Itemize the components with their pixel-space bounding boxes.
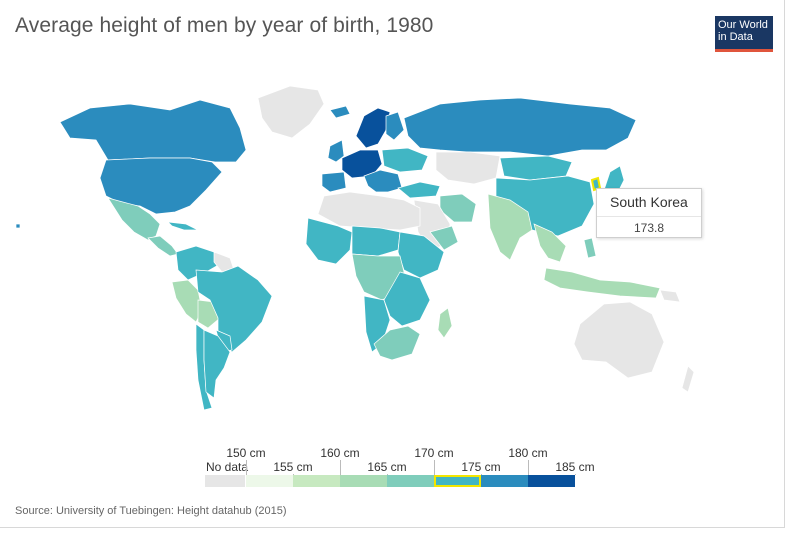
country-venezuela-colombia[interactable] [175, 245, 221, 281]
legend-tick [434, 460, 435, 475]
legend-tick [481, 474, 482, 475]
legend-bottom-label: 155 cm [273, 460, 313, 474]
country-west-africa[interactable] [305, 217, 353, 265]
legend-bin-160-165[interactable] [340, 475, 387, 487]
country-east-africa[interactable] [397, 231, 445, 279]
source-note: Source: University of Tuebingen: Height … [15, 505, 287, 517]
country-scandinavia[interactable] [355, 107, 391, 149]
country-philippines[interactable] [583, 237, 597, 259]
country-oman-yemen[interactable] [429, 225, 459, 251]
logo-line-2: in Data [718, 31, 753, 43]
tooltip-country-name: South Korea [597, 189, 701, 217]
legend-top-label: 180 cm [508, 446, 548, 460]
owid-logo[interactable]: Our World in Data [715, 16, 773, 52]
country-papua-new-guinea[interactable] [659, 289, 681, 303]
country-indonesia[interactable] [543, 267, 661, 299]
country-central-america[interactable] [147, 235, 179, 257]
legend-no-data-swatch[interactable] [205, 475, 245, 487]
country-south-africa[interactable] [373, 325, 421, 361]
country-brazil[interactable] [195, 265, 273, 353]
country-russia[interactable] [403, 97, 637, 157]
country-tooltip: South Korea 173.8 [596, 188, 702, 238]
country-canada[interactable] [59, 99, 247, 163]
legend-bottom-label: 185 cm [555, 460, 595, 474]
tooltip-value: 173.8 [633, 221, 665, 235]
country-spain[interactable] [321, 171, 347, 193]
country-mexico[interactable] [107, 197, 161, 241]
legend-tick [246, 460, 247, 475]
country-iceland[interactable] [329, 105, 351, 119]
country-north-africa[interactable] [317, 191, 421, 231]
country-western-europe[interactable] [341, 149, 383, 179]
legend-top-label: 150 cm [226, 446, 266, 460]
legend-no-data-label: No data [206, 460, 249, 474]
legend-top-label: 160 cm [320, 446, 360, 460]
legend-tick [528, 460, 529, 475]
legend-bin-165-170[interactable] [387, 475, 434, 487]
country-united-states[interactable] [99, 157, 223, 215]
country-madagascar[interactable] [437, 307, 453, 339]
country-caribbean[interactable] [167, 221, 199, 231]
country-united-kingdom[interactable] [327, 139, 345, 163]
legend-bin-155-160[interactable] [293, 475, 340, 487]
legend: 150 cm 155 cm 160 cm 165 cm 170 cm 175 cm 180 … [203, 446, 603, 496]
country-sahel[interactable] [351, 225, 401, 257]
logo-line-1: Our World [718, 19, 768, 31]
country-italy-balkans[interactable] [363, 169, 403, 193]
country-central-asia[interactable] [435, 151, 501, 185]
legend-top-label: 170 cm [414, 446, 454, 460]
legend-tick [575, 474, 576, 475]
legend-bottom-label: 165 cm [367, 460, 407, 474]
country-hawaii [15, 223, 21, 229]
country-ukraine[interactable] [381, 147, 429, 173]
legend-tick [387, 474, 388, 475]
country-southeast-asia[interactable] [533, 223, 567, 263]
country-india[interactable] [487, 193, 533, 261]
country-australia[interactable] [573, 301, 665, 379]
legend-bin-150-155[interactable] [246, 475, 293, 487]
country-turkey[interactable] [397, 181, 441, 199]
chart-title: Average height of men by year of birth, … [15, 14, 434, 37]
country-greenland[interactable] [257, 85, 325, 139]
world-map [15, 85, 695, 411]
legend-bin-170-175[interactable] [434, 475, 481, 487]
legend-tick [340, 460, 341, 475]
country-new-zealand[interactable] [681, 365, 695, 393]
logo-accent-bar [715, 49, 773, 52]
country-argentina[interactable] [203, 329, 231, 399]
country-finland[interactable] [385, 111, 405, 141]
legend-bin-180-185[interactable] [528, 475, 575, 487]
legend-bin-175-180[interactable] [481, 475, 528, 487]
legend-tick [293, 474, 294, 475]
legend-bottom-label: 175 cm [461, 460, 501, 474]
